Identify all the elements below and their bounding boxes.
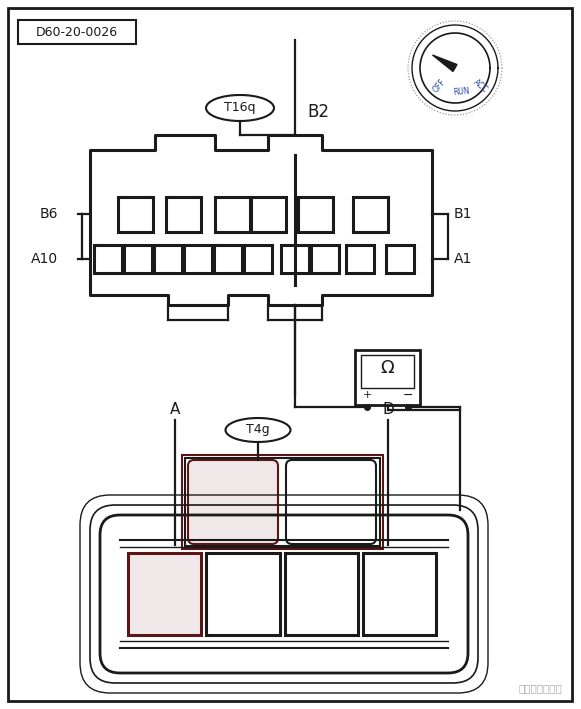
FancyBboxPatch shape xyxy=(285,553,358,635)
Text: RUN: RUN xyxy=(453,86,469,97)
FancyBboxPatch shape xyxy=(353,197,388,232)
FancyBboxPatch shape xyxy=(297,197,332,232)
FancyBboxPatch shape xyxy=(346,245,374,273)
FancyBboxPatch shape xyxy=(355,350,420,405)
FancyBboxPatch shape xyxy=(361,355,414,388)
Text: OFF: OFF xyxy=(431,77,447,94)
FancyBboxPatch shape xyxy=(124,245,152,273)
FancyBboxPatch shape xyxy=(185,458,380,546)
Text: A: A xyxy=(170,403,180,418)
FancyBboxPatch shape xyxy=(184,245,212,273)
Text: +: + xyxy=(363,390,372,400)
Ellipse shape xyxy=(225,418,290,442)
FancyBboxPatch shape xyxy=(128,553,201,635)
Text: B6: B6 xyxy=(40,207,58,221)
Text: T4g: T4g xyxy=(246,423,270,437)
FancyBboxPatch shape xyxy=(154,245,182,273)
Text: D60-20-0026: D60-20-0026 xyxy=(36,26,118,38)
FancyBboxPatch shape xyxy=(311,245,339,273)
Text: Ω: Ω xyxy=(381,359,394,377)
FancyBboxPatch shape xyxy=(188,460,278,544)
Ellipse shape xyxy=(206,95,274,121)
FancyBboxPatch shape xyxy=(244,245,272,273)
Polygon shape xyxy=(432,55,457,72)
FancyBboxPatch shape xyxy=(363,553,436,635)
Text: B2: B2 xyxy=(307,103,329,121)
Text: 汽车维修技术网: 汽车维修技术网 xyxy=(518,683,562,693)
FancyBboxPatch shape xyxy=(250,197,285,232)
Text: B1: B1 xyxy=(454,207,472,221)
FancyBboxPatch shape xyxy=(214,245,242,273)
FancyBboxPatch shape xyxy=(286,460,376,544)
FancyBboxPatch shape xyxy=(386,245,414,273)
FancyBboxPatch shape xyxy=(94,245,122,273)
Text: D: D xyxy=(382,403,394,418)
Text: T16q: T16q xyxy=(224,101,256,114)
Text: A10: A10 xyxy=(31,252,58,266)
FancyBboxPatch shape xyxy=(117,197,152,232)
FancyBboxPatch shape xyxy=(206,553,279,635)
Text: ACC: ACC xyxy=(472,77,490,94)
Text: A1: A1 xyxy=(454,252,472,266)
FancyBboxPatch shape xyxy=(281,245,309,273)
FancyBboxPatch shape xyxy=(166,197,200,232)
FancyBboxPatch shape xyxy=(214,197,249,232)
Text: −: − xyxy=(403,389,413,401)
